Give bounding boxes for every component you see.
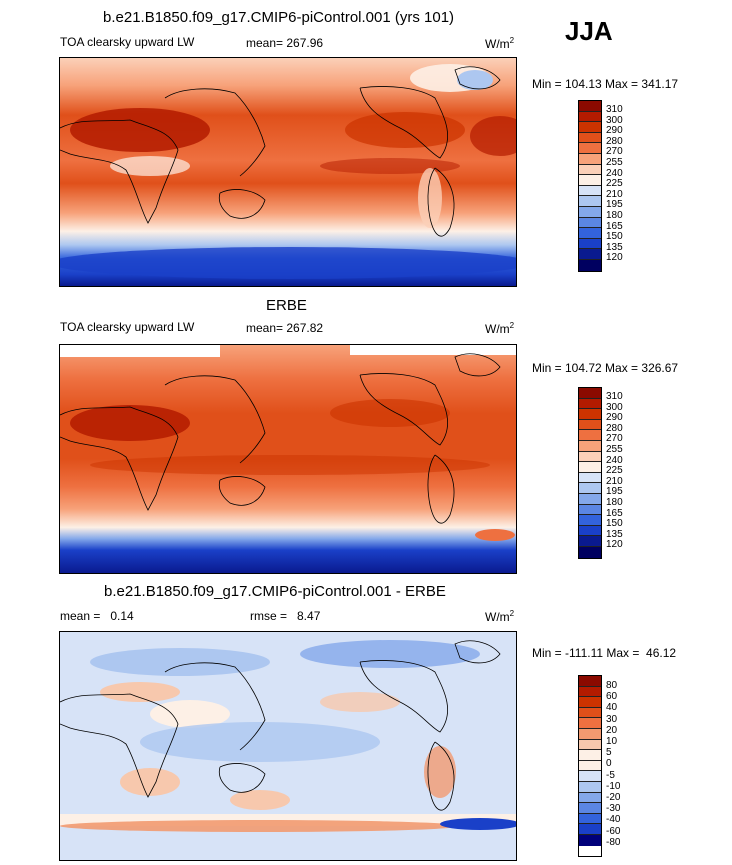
panel1-tick: 240 [606,167,623,179]
panel2-tick: 280 [606,422,623,434]
panel3-tick: 0 [606,758,612,770]
panel3-colorbar [578,675,602,857]
panel3-tick: 30 [606,713,618,725]
panel2-units: W/m2 [485,321,515,336]
panel3-minmax: Min = -111.11 Max = 46.12 [532,646,677,660]
panel3-tick: -40 [606,814,621,826]
panel3-title: b.e21.B1850.f09_g17.CMIP6-piControl.001 … [104,583,446,600]
panel3-tick: 80 [606,680,618,691]
panel3-tick: 10 [606,736,618,747]
panel1-tick: 165 [606,220,623,232]
panel1-tick: 135 [606,241,623,253]
panel1-tick: 195 [606,199,623,211]
panel1-variable-label: TOA clearsky upward LW [60,35,195,49]
panel2-tick: 310 [606,391,623,402]
panel2-tick: 240 [606,454,623,466]
panel3-mean-label: mean = 0.14 [60,609,134,623]
panel1-tick: 180 [606,210,623,221]
panel1-tick: 280 [606,135,623,147]
panel1-tick: 225 [606,178,623,190]
panel1-map [59,57,517,287]
panel3-tick: -10 [606,780,621,792]
panel2-coastlines [60,353,501,524]
panel3-tick: -20 [606,792,621,803]
panel1-mean-label: mean= 267.96 [246,36,324,50]
panel3-tick: -30 [606,803,621,815]
panel2-tick: 180 [606,497,623,508]
panel1-tick: 255 [606,157,623,168]
panel2-tick: 195 [606,486,623,498]
panel2-tick: 165 [606,507,623,519]
panel3-tick: 20 [606,724,618,736]
panel1-tick: 290 [606,125,623,137]
panel1-tick: 300 [606,114,623,126]
panel2-tick: 120 [606,539,623,551]
panel2-tick: 255 [606,444,623,455]
panel3-tick: -60 [606,825,621,837]
panel2-tick: 300 [606,401,623,413]
panel3-tick: 5 [606,747,612,759]
panel2-tick: 270 [606,433,623,445]
panel3-units: W/m2 [485,609,515,624]
panel1-colorbar [578,100,602,272]
panel3-tick: -80 [606,836,621,848]
panel3-map [59,631,517,861]
panel1-tick: 120 [606,252,623,264]
panel2-map [59,344,517,574]
panel1-coastlines [60,66,501,237]
panel1-minmax: Min = 104.13 Max = 341.17 [532,77,679,91]
panel1-tick: 310 [606,104,623,115]
panel1-title: b.e21.B1850.f09_g17.CMIP6-piControl.001 … [103,9,455,26]
panel2-variable-label: TOA clearsky upward LW [60,320,195,334]
panel2-title: ERBE [266,297,307,314]
panel2-minmax: Min = 104.72 Max = 326.67 [532,361,679,375]
panel3-tick: -5 [606,769,615,781]
panel2-tick: 225 [606,465,623,477]
season-label: JJA [565,16,613,46]
panel3-rmse-label: rmse = 8.47 [250,609,321,623]
panel1-tick: 270 [606,146,623,158]
panel3-tick: 60 [606,691,618,703]
panel2-colorbar [578,387,602,559]
panel1-tick: 210 [606,188,623,200]
panel2-tick: 135 [606,528,623,540]
panel2-mean-label: mean= 267.82 [246,321,324,335]
panel2-tick: 150 [606,518,623,530]
panel2-tick: 210 [606,475,623,487]
panel3-coastlines [60,640,501,811]
panel1-units: W/m2 [485,36,515,51]
panel1-tick: 150 [606,231,623,243]
panel2-tick: 290 [606,412,623,424]
panel3-tick: 40 [606,702,618,714]
